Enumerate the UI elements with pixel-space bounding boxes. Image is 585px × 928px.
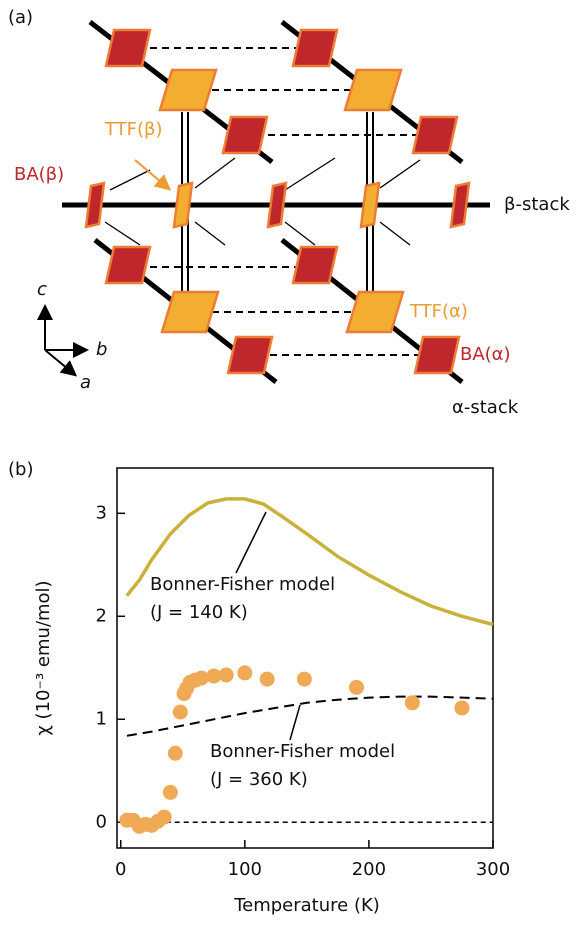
y-tick-label: 3 [96, 502, 107, 523]
data-point [349, 680, 364, 695]
y-axis-label: χ (10⁻³ emu/mol) [33, 580, 54, 735]
data-point [237, 665, 252, 680]
data-point [260, 672, 275, 687]
data-point [297, 672, 312, 687]
y-tick-label: 2 [96, 605, 107, 626]
label: TTF(β) [104, 119, 163, 140]
y-tick-label: 1 [96, 708, 107, 729]
x-tick-label: 100 [228, 859, 262, 880]
label: α-stack [452, 397, 519, 418]
data-point [163, 785, 178, 800]
leader-line [290, 705, 300, 740]
label: BA(β) [14, 164, 64, 185]
label: TTF(α) [409, 301, 468, 322]
panel-label: (a) [8, 7, 33, 28]
data-point [157, 810, 172, 825]
data-point [219, 667, 234, 682]
panel-label: (b) [8, 459, 33, 480]
data-point [454, 700, 469, 715]
crystal-diagram: (a) TTF(β) BA(β) β-stack c b a TTF(α) BA… [8, 7, 570, 418]
data-point [168, 746, 183, 761]
annotation: Bonner-Fisher model [210, 741, 395, 762]
x-tick-label: 0 [115, 859, 126, 880]
annotation: (J = 140 K) [150, 602, 248, 623]
label: BA(α) [460, 344, 511, 365]
x-tick-label: 200 [352, 859, 386, 880]
label: β-stack [504, 194, 570, 215]
annotation: (J = 360 K) [210, 769, 308, 790]
data-point [173, 705, 188, 720]
axis-b: b [96, 339, 107, 360]
axis-c: c [37, 279, 47, 300]
y-tick-label: 0 [96, 811, 107, 832]
figure: (a) TTF(β) BA(β) β-stack c b a TTF(α) BA… [0, 0, 585, 928]
data-point [405, 695, 420, 710]
x-tick-label: 300 [476, 859, 510, 880]
axis-a: a [80, 372, 91, 393]
annotation: Bonner-Fisher model [150, 574, 335, 595]
x-axis-label: Temperature (K) [233, 895, 380, 916]
leader-line [236, 512, 266, 573]
